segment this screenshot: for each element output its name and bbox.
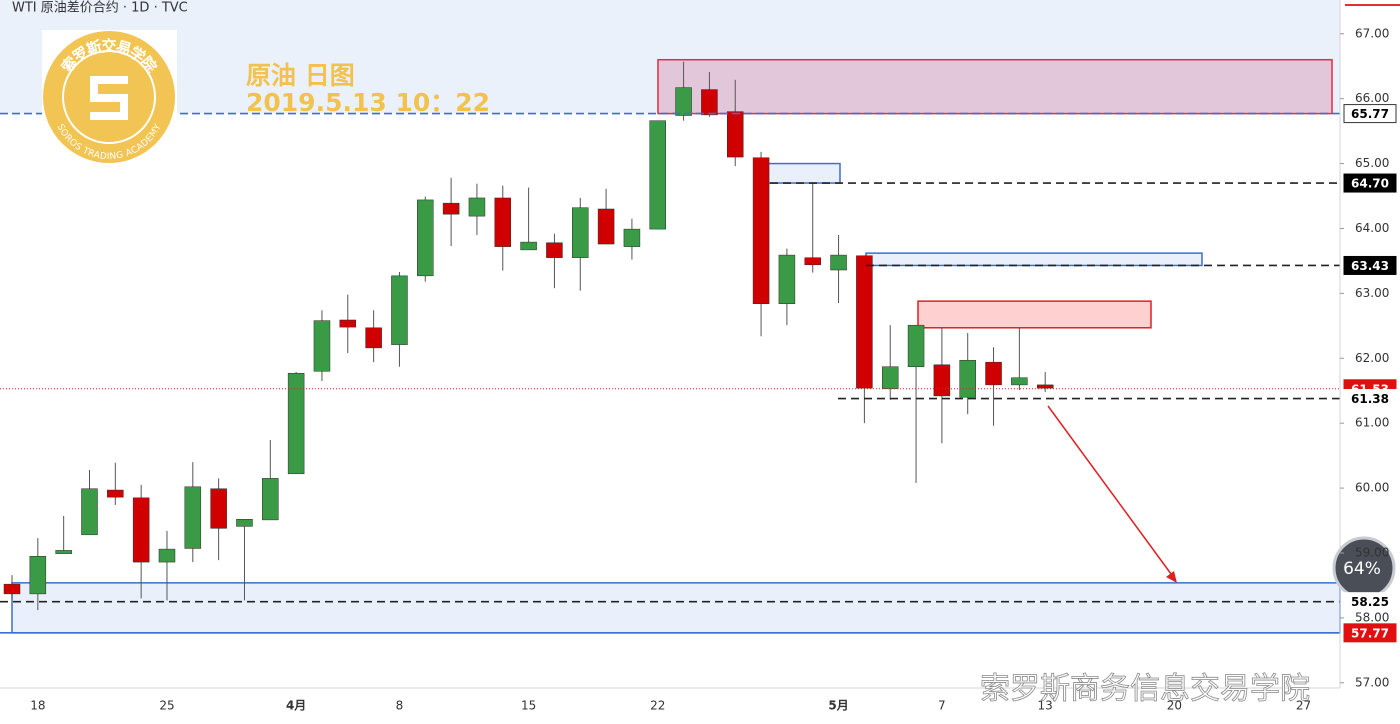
candle-body xyxy=(623,228,641,247)
zone xyxy=(767,162,841,184)
y-tick-label: 66.00 xyxy=(1355,91,1389,105)
x-tick-label: 13 xyxy=(1038,699,1053,713)
candle-body xyxy=(778,254,796,305)
candle-body xyxy=(494,197,512,247)
logo-symbol xyxy=(90,76,128,120)
annotation-title: 原油 日图 xyxy=(246,61,355,90)
candle-body xyxy=(675,87,692,116)
header-bg xyxy=(0,0,240,16)
candle-body xyxy=(262,478,279,521)
candle-body xyxy=(701,89,718,116)
y-tick-label: 60.00 xyxy=(1355,481,1389,495)
level-label: 64.70 xyxy=(1351,177,1389,191)
zone xyxy=(657,58,1333,115)
level-tag xyxy=(1343,255,1397,275)
plot-area xyxy=(0,0,1341,634)
candle-body xyxy=(907,324,925,367)
upper-shade xyxy=(0,0,1340,114)
y-tick-label: 62.00 xyxy=(1355,351,1389,365)
candle-body xyxy=(830,254,847,271)
candle-body xyxy=(365,327,382,349)
y-tick-label: 65.00 xyxy=(1355,156,1389,170)
candle-body xyxy=(649,120,666,230)
watermark: 索罗斯商务信息交易学院 xyxy=(980,672,1310,707)
level-tag xyxy=(1343,623,1397,643)
y-tick-label: 61.00 xyxy=(1355,416,1389,430)
level-label: 63.43 xyxy=(1351,259,1389,273)
candle-body xyxy=(1036,384,1054,389)
candle-body xyxy=(236,518,253,527)
x-tick-label: 18 xyxy=(30,699,45,713)
candle-body xyxy=(55,550,72,554)
candle-body xyxy=(856,255,873,389)
candle-body xyxy=(572,207,589,258)
y-tick-label: 57.00 xyxy=(1355,675,1389,689)
candle-body xyxy=(3,583,21,595)
candle-body xyxy=(959,359,976,398)
candle-body xyxy=(339,319,357,328)
candle-body xyxy=(985,361,1002,386)
x-tick-label: 4月 xyxy=(286,699,306,713)
candle-body xyxy=(881,366,899,390)
candle-body xyxy=(546,242,563,258)
y-tick-label: 58.00 xyxy=(1355,610,1389,624)
level-label: 61.38 xyxy=(1351,392,1389,406)
level-tag xyxy=(1343,592,1397,612)
y-tick-label: 59.00 xyxy=(1355,545,1389,559)
level-tag xyxy=(1343,173,1397,193)
candle-body xyxy=(287,372,305,475)
candle-body xyxy=(1011,377,1028,386)
candle-body xyxy=(597,208,615,245)
badge-text: 64% xyxy=(1343,559,1381,579)
candle-body xyxy=(468,197,486,217)
candle-body xyxy=(520,241,537,251)
level-label: 58.25 xyxy=(1351,595,1389,609)
x-tick-label: 25 xyxy=(159,699,174,713)
x-tick-label: 20 xyxy=(1167,699,1182,713)
level-tag xyxy=(1343,104,1397,124)
candle-body xyxy=(29,555,47,595)
candle-body xyxy=(752,157,770,305)
x-tick-label: 5月 xyxy=(828,699,848,713)
candle-body xyxy=(417,199,434,277)
x-tick-label: 8 xyxy=(396,699,404,713)
level-label: 65.77 xyxy=(1351,107,1389,121)
candle-body xyxy=(158,548,176,563)
zone xyxy=(917,300,1152,329)
candle-body xyxy=(210,488,227,529)
arrow-head xyxy=(1166,571,1177,583)
candle-body xyxy=(391,275,408,345)
zone xyxy=(865,252,1203,267)
y-tick-label: 63.00 xyxy=(1355,286,1389,300)
annotation-time: 2019.5.13 10：22 xyxy=(246,88,490,117)
candle-body xyxy=(442,202,460,215)
logo-ring xyxy=(62,50,156,144)
x-tick-label: 22 xyxy=(650,699,665,713)
header-title: WTI 原油差价合约 · 1D · TVC xyxy=(12,1,188,16)
level-label: 57.77 xyxy=(1351,626,1389,640)
candle-body xyxy=(726,111,744,158)
candle-body xyxy=(107,489,124,498)
candle-body xyxy=(184,486,202,549)
arrow xyxy=(1047,405,1175,579)
candle-body xyxy=(933,364,951,397)
candle-body xyxy=(313,320,331,372)
level-tag xyxy=(1343,389,1397,409)
y-tick-label: 64.00 xyxy=(1355,221,1389,235)
candle-body xyxy=(804,257,821,266)
candle-body xyxy=(81,488,98,536)
y-tick-label: 67.00 xyxy=(1355,26,1389,40)
zone xyxy=(11,582,1341,634)
x-tick-label: 27 xyxy=(1296,699,1311,713)
x-tick-label: 7 xyxy=(938,699,946,713)
x-tick-label: 15 xyxy=(521,699,536,713)
candle-body xyxy=(132,497,150,563)
